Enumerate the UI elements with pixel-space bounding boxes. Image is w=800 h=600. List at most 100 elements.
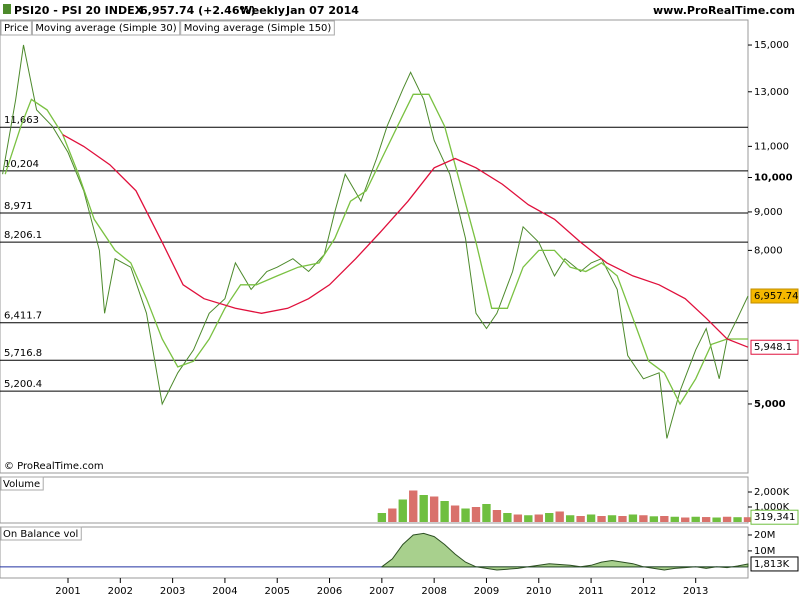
y-tick-label: 11,000 bbox=[754, 141, 789, 152]
pane-title-box bbox=[0, 526, 82, 541]
volume-bar bbox=[618, 516, 627, 522]
series-line bbox=[62, 134, 749, 348]
series-line bbox=[4, 93, 748, 406]
legend-box bbox=[180, 20, 335, 36]
header-period: Weekly bbox=[240, 4, 285, 17]
header-date: Jan 07 2014 bbox=[285, 4, 359, 17]
volume-bar bbox=[440, 501, 449, 522]
legend-box bbox=[31, 20, 181, 36]
legend-entry: Price bbox=[4, 23, 28, 34]
obv-area bbox=[381, 532, 749, 571]
pane-title: On Balance vol bbox=[3, 529, 78, 540]
level-label: 5,716.8 bbox=[4, 348, 42, 359]
last-value-label: 319,341 bbox=[754, 512, 795, 523]
x-tick-label: 2007 bbox=[369, 586, 394, 597]
x-tick-label: 2010 bbox=[526, 586, 551, 597]
icon bbox=[3, 4, 11, 14]
y-tick-label: 13,000 bbox=[754, 87, 789, 98]
x-tick-label: 2001 bbox=[55, 586, 80, 597]
pane-title: Volume bbox=[3, 479, 40, 490]
x-tick-label: 2009 bbox=[474, 586, 499, 597]
volume-bar bbox=[586, 514, 596, 522]
legend-entry: Moving average (Simple 30) bbox=[35, 23, 176, 34]
last-value-label: 6,957.74 bbox=[754, 291, 799, 302]
volume-bar bbox=[607, 515, 617, 522]
header-quote: 6,957.74 (+2.46%) bbox=[140, 4, 256, 17]
volume-bar bbox=[524, 515, 533, 522]
last-value-label: 1,813K bbox=[754, 559, 790, 570]
volume-bar bbox=[398, 499, 407, 522]
volume-bar bbox=[701, 517, 711, 522]
last-value-box bbox=[750, 509, 799, 525]
level-label: 6,411.7 bbox=[4, 311, 42, 322]
volume-bar bbox=[429, 496, 439, 522]
volume-bar bbox=[388, 508, 397, 522]
volume-bar bbox=[409, 490, 418, 522]
volume-bar bbox=[712, 517, 721, 522]
x-tick-label: 2004 bbox=[212, 586, 237, 597]
x-tick-label: 2013 bbox=[683, 586, 708, 597]
volume-bar bbox=[691, 516, 700, 522]
volume-bar bbox=[503, 513, 512, 522]
volume-bar bbox=[534, 514, 543, 522]
x-tick-label: 2006 bbox=[317, 586, 342, 597]
series-line bbox=[2, 44, 749, 439]
volume-bar bbox=[743, 517, 753, 522]
volume-bar bbox=[681, 517, 690, 522]
volume-bar bbox=[450, 505, 460, 522]
level-label: 11,663 bbox=[4, 115, 39, 126]
volume-bar bbox=[576, 516, 585, 522]
volume-bar bbox=[513, 514, 523, 522]
y-tick-label: 15,000 bbox=[754, 40, 789, 51]
volume-bar bbox=[733, 517, 742, 522]
price-pane bbox=[0, 19, 749, 474]
volume-bar bbox=[471, 507, 481, 522]
level-label: 10,204 bbox=[4, 159, 39, 170]
y-tick-label: 1,000K bbox=[754, 502, 790, 513]
y-tick-label: 20M bbox=[754, 530, 775, 541]
y-tick-label: 10M bbox=[754, 546, 775, 557]
copyright: © ProRealTime.com bbox=[4, 461, 104, 472]
y-tick-label: 10,000 bbox=[754, 172, 793, 183]
x-tick-label: 2012 bbox=[631, 586, 656, 597]
level-label: 8,971 bbox=[4, 201, 33, 212]
x-tick-label: 2002 bbox=[108, 586, 133, 597]
volume-pane bbox=[0, 476, 749, 524]
level-label: 5,200.4 bbox=[4, 379, 42, 390]
volume-bar bbox=[649, 516, 659, 522]
last-value-box bbox=[750, 339, 799, 355]
last-value-box bbox=[750, 556, 799, 572]
y-tick-label: 5,000 bbox=[754, 399, 786, 410]
last-value-box bbox=[750, 288, 799, 304]
header-source: www.ProRealTime.com bbox=[653, 4, 795, 17]
volume-bar bbox=[660, 516, 669, 522]
x-tick-label: 2008 bbox=[421, 586, 446, 597]
y-tick-label: 8,000 bbox=[754, 245, 783, 256]
volume-bar bbox=[419, 495, 428, 522]
header-title: PSI20 - PSI 20 INDEX bbox=[14, 4, 144, 17]
legend-box bbox=[0, 20, 32, 36]
obv-pane bbox=[0, 526, 749, 579]
volume-bar bbox=[722, 516, 732, 522]
volume-bar bbox=[597, 516, 606, 522]
volume-bar bbox=[482, 504, 491, 522]
volume-bar bbox=[639, 515, 648, 522]
volume-bar bbox=[555, 511, 564, 522]
last-value-label: 5,948.1 bbox=[754, 342, 792, 353]
pane-title-box bbox=[0, 476, 44, 491]
volume-bar bbox=[377, 513, 387, 522]
y-tick-label: 9,000 bbox=[754, 207, 783, 218]
volume-bar bbox=[461, 508, 470, 522]
x-tick-label: 2003 bbox=[160, 586, 185, 597]
legend-entry: Moving average (Simple 150) bbox=[184, 23, 332, 34]
volume-bar bbox=[545, 513, 554, 522]
x-tick-label: 2011 bbox=[578, 586, 603, 597]
volume-bar bbox=[565, 515, 575, 522]
x-tick-label: 2005 bbox=[265, 586, 290, 597]
volume-bar bbox=[492, 510, 502, 522]
y-tick-label: 2,000K bbox=[754, 487, 790, 498]
volume-bar bbox=[628, 514, 638, 522]
volume-bar bbox=[670, 516, 679, 522]
